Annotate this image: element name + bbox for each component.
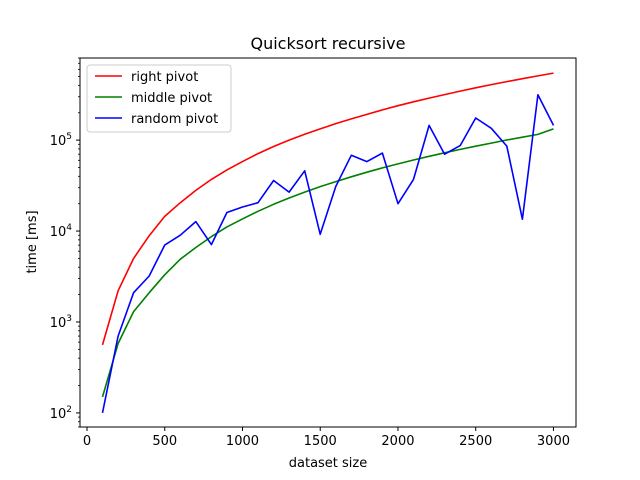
y-tick-exponent: 4: [66, 223, 72, 233]
legend-label: middle pivot: [131, 91, 212, 106]
series-line-random-pivot: [101, 94, 555, 414]
y-tick-base: 10: [50, 316, 67, 331]
y-tick-base: 10: [50, 407, 67, 422]
y-tick-exponent: 5: [66, 132, 72, 142]
y-tick-exponent: 2: [66, 405, 72, 415]
x-tick-label: 1500: [304, 434, 337, 449]
y-tick-label: 102: [50, 405, 72, 422]
y-tick-label: 105: [50, 132, 72, 149]
y-axis-label: time [ms]: [25, 210, 40, 273]
y-tick-exponent: 3: [66, 314, 72, 324]
x-tick-label: 0: [83, 434, 91, 449]
series-line-right-pivot: [101, 72, 554, 346]
y-tick-label: 104: [50, 223, 73, 240]
legend-label: right pivot: [131, 70, 198, 85]
x-tick-label: 2000: [381, 434, 414, 449]
plot-area-frame: [79, 57, 577, 428]
x-tick-label: 3000: [537, 434, 570, 449]
y-tick-label: 103: [50, 314, 72, 331]
chart-title: Quicksort recursive: [251, 34, 406, 53]
legend-box: [86, 64, 232, 133]
legend-label: random pivot: [131, 112, 218, 127]
x-tick-label: 500: [152, 434, 177, 449]
x-axis-label: dataset size: [289, 456, 368, 471]
legend: right pivot middle pivot random pivot: [86, 64, 232, 133]
x-tick-label: 1000: [226, 434, 259, 449]
y-tick-base: 10: [50, 225, 67, 240]
y-tick-base: 10: [50, 134, 67, 149]
series-line-middle-pivot: [101, 128, 554, 398]
x-tick-label: 2500: [459, 434, 492, 449]
